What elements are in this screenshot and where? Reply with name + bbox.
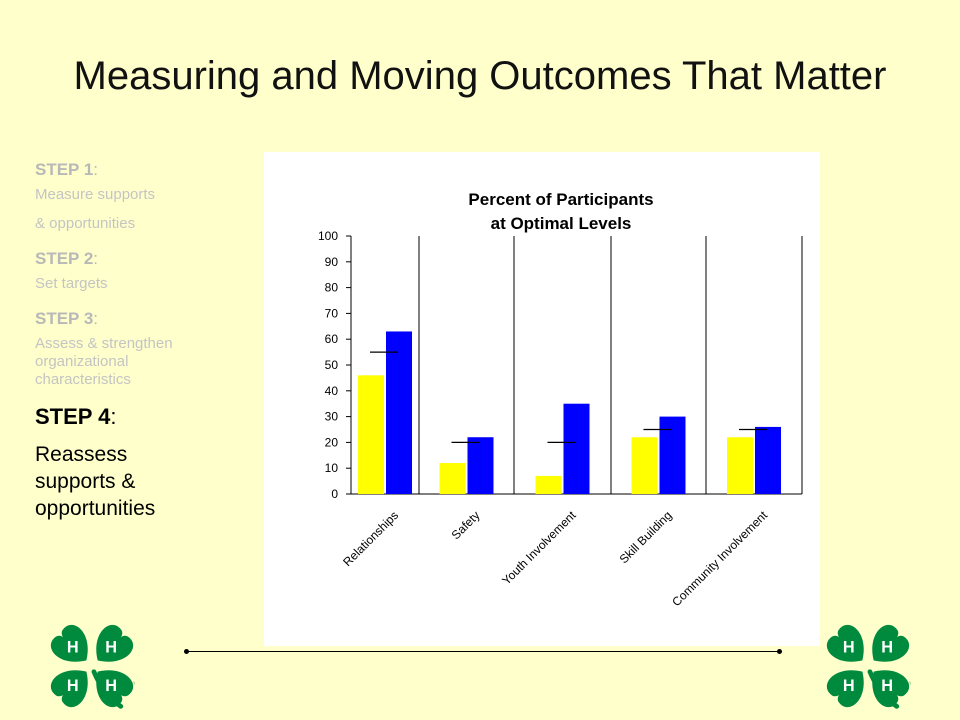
clover-leaf-letter: H xyxy=(843,639,855,657)
step-2-description: Set targets xyxy=(35,275,255,293)
divider-end-dot xyxy=(184,649,189,654)
step-4-line: opportunities xyxy=(35,497,156,520)
clover-leaf xyxy=(872,624,910,662)
clover-leaf xyxy=(96,624,134,662)
step-1-line: & opportunities xyxy=(35,215,136,232)
clover-leaf-letter: H xyxy=(843,677,855,695)
clover-leaf-shape xyxy=(96,670,134,708)
y-tick-label: 50 xyxy=(325,358,339,372)
x-category-label: Community Involvement xyxy=(669,508,770,609)
x-category-label: Youth Involvement xyxy=(499,508,579,588)
x-category-label: Safety xyxy=(449,508,483,542)
bar-chart: Percent of Participants at Optimal Levels… xyxy=(318,190,803,609)
bar-before xyxy=(727,437,753,494)
steps-panel: STEP 1: Measure supports & opportunities… xyxy=(35,158,255,522)
clover-leaf xyxy=(826,670,864,708)
step-3-line: characteristics xyxy=(35,371,131,388)
y-tick-label: 70 xyxy=(325,306,339,320)
clover-leaf xyxy=(96,670,134,708)
clover-leaf-shape xyxy=(96,624,134,662)
y-tick-label: 10 xyxy=(325,461,339,475)
step-3-heading: STEP 3: xyxy=(35,309,99,328)
chart-title-line: at Optimal Levels xyxy=(491,214,632,233)
clover-leaf xyxy=(872,670,910,708)
clover-leaf-letter: H xyxy=(881,677,893,695)
step-4-line: Reassess xyxy=(35,443,128,466)
clover-leaf-shape xyxy=(872,624,910,662)
chart-panel: Percent of Participants at Optimal Levels… xyxy=(264,152,820,646)
step-1-heading: STEP 1: xyxy=(35,160,99,179)
clover-leaf xyxy=(826,624,864,662)
four-h-clover-logo: H HH H18 USC 707 xyxy=(50,624,136,709)
step-4-line: supports & xyxy=(35,470,136,493)
y-tick-label: 90 xyxy=(325,255,339,269)
step-3-description: Assess & strengthen organizational chara… xyxy=(35,335,255,389)
clover-leaf xyxy=(50,670,88,708)
y-tick-label: 80 xyxy=(325,281,339,295)
clover-leaf-letter: H xyxy=(105,677,117,695)
y-tick-label: 40 xyxy=(325,384,339,398)
step-4-heading: STEP 4: xyxy=(35,404,117,429)
y-tick-label: 60 xyxy=(325,332,339,346)
bar-before xyxy=(535,475,562,494)
step-4-description: Reassess supports & opportunities xyxy=(35,441,255,522)
step-2-line: Set targets xyxy=(35,275,108,292)
bar-before xyxy=(358,375,384,494)
clover-leaf-shape xyxy=(50,670,88,708)
four-h-clover-logo: H HH H18 USC 707 xyxy=(826,624,912,709)
x-category-label: Skill Building xyxy=(617,508,675,566)
step-1-line: Measure supports xyxy=(35,186,156,203)
y-tick-label: 100 xyxy=(318,229,338,243)
bar-before xyxy=(631,437,658,494)
clover-leaf-letter: H xyxy=(881,639,893,657)
bar-after xyxy=(659,416,686,494)
step-2-heading: STEP 2: xyxy=(35,249,99,268)
bar-after xyxy=(386,331,412,494)
divider-end-dot xyxy=(777,649,782,654)
step-3-line: Assess & strengthen xyxy=(35,335,173,352)
clover-leaf xyxy=(50,624,88,662)
slide-title: Measuring and Moving Outcomes That Matte… xyxy=(73,54,887,98)
clover-leaf-letter: H xyxy=(67,677,79,695)
step-1-description: Measure supports & opportunities xyxy=(35,186,255,233)
bar-before xyxy=(439,463,466,494)
clover-leaf-shape xyxy=(50,624,88,662)
y-tick-label: 30 xyxy=(325,410,339,424)
x-category-label: Relationships xyxy=(340,508,401,569)
clover-leaf-letter: H xyxy=(67,639,79,657)
clover-leaf-shape xyxy=(872,670,910,708)
bar-after xyxy=(563,403,590,494)
bar-after xyxy=(467,437,494,494)
y-tick-label: 20 xyxy=(325,435,339,449)
clover-leaf-shape xyxy=(826,670,864,708)
y-tick-label: 0 xyxy=(331,487,338,501)
clover-leaf-letter: H xyxy=(105,639,117,657)
bar-after xyxy=(755,426,781,494)
chart-title-line: Percent of Participants xyxy=(468,190,653,209)
step-3-line: organizational xyxy=(35,353,129,370)
footer-divider xyxy=(186,651,780,652)
clover-leaf-shape xyxy=(826,624,864,662)
